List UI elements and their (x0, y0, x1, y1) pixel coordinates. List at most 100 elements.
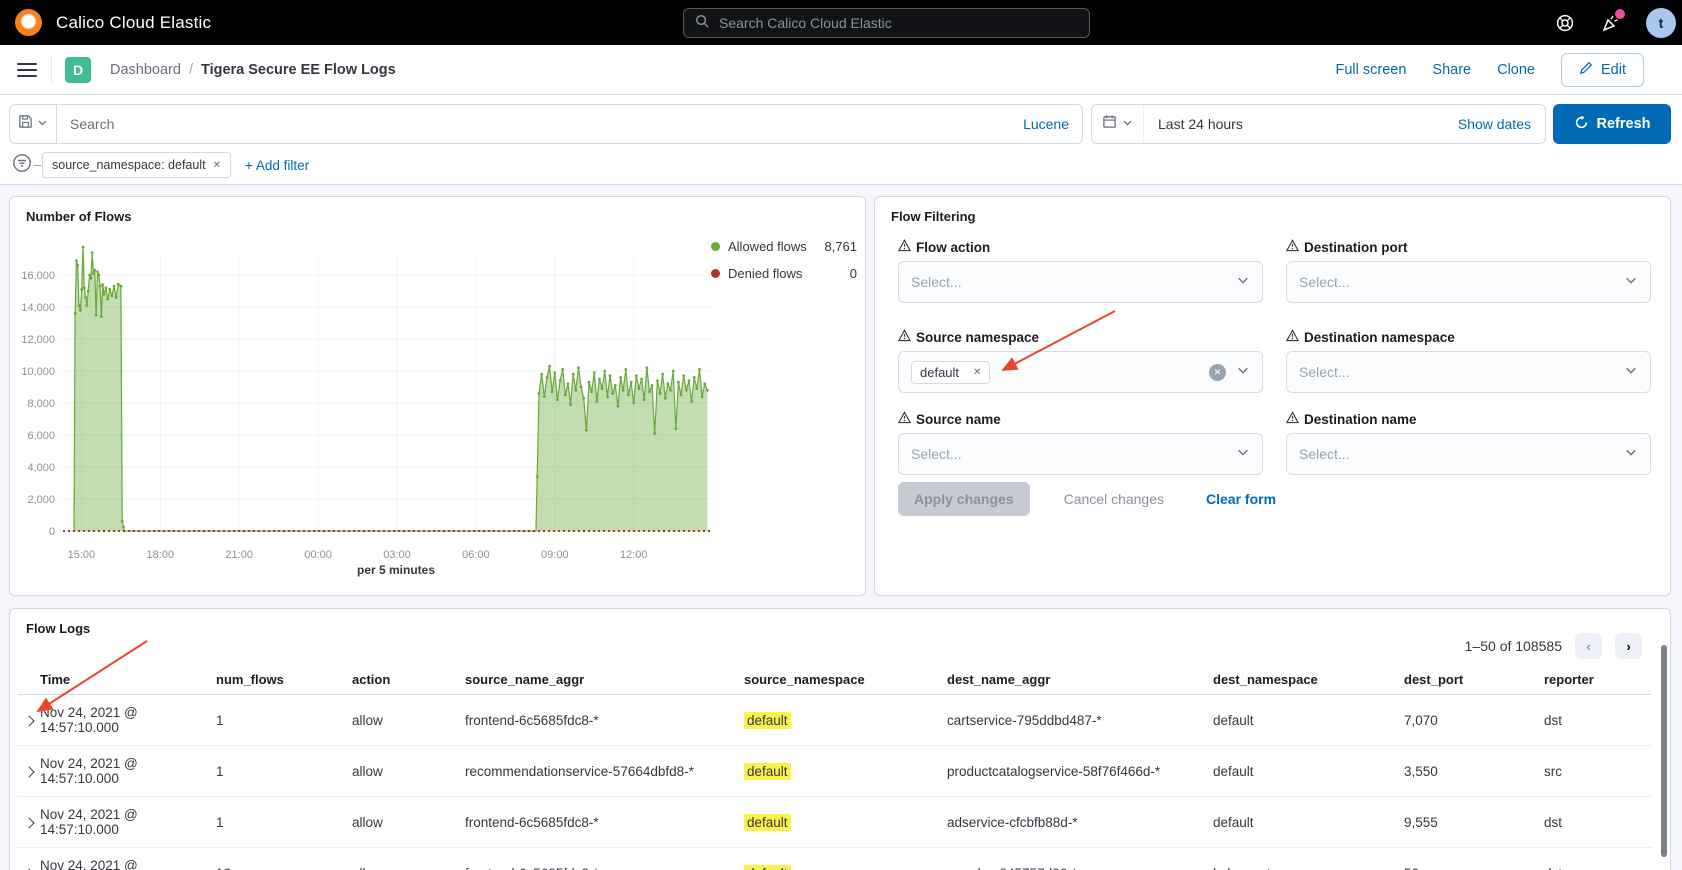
clone-button[interactable]: Clone (1497, 61, 1535, 78)
clear-selection-icon[interactable]: ✕ (1209, 363, 1226, 381)
cell-source_name_aggr: frontend-6c5685fdc8-* (465, 712, 599, 728)
select-placeholder: Select... (911, 274, 962, 290)
field-label: Source namespace (916, 329, 1040, 345)
denied-flows-dot-icon (711, 269, 720, 278)
filter-pill-label: source_namespace: default (52, 158, 206, 172)
date-picker: Last 24 hours Show dates (1091, 104, 1546, 144)
filter-set-icon[interactable] (11, 152, 33, 179)
field-source-namespace: Source namespace default ✕ ✕ (897, 329, 1263, 393)
news-feed-icon[interactable] (1600, 8, 1625, 34)
field-destination-name: Destination name Select... (1285, 411, 1651, 475)
query-language-button[interactable]: Lucene (1023, 116, 1069, 132)
time-range-value[interactable]: Last 24 hours (1158, 116, 1243, 132)
highlighted-value: default (744, 711, 791, 729)
column-header-dest_name_aggr[interactable]: dest_name_aggr (947, 672, 1051, 687)
cell-Time: Nov 24, 2021 @ 14:57:10.000 (40, 756, 138, 786)
flow-logs-panel: Flow Logs 1–50 of 108585 ‹ › Time num_flo… (9, 608, 1671, 870)
source-name-select[interactable]: Select... (898, 433, 1263, 475)
cell-source_name_aggr: recommendationservice-57664dbfd8-* (465, 763, 694, 779)
previous-page-button[interactable]: ‹ (1575, 633, 1602, 659)
query-search-input[interactable]: Search Lucene (57, 104, 1083, 144)
expand-row-icon[interactable] (23, 765, 35, 778)
chevron-down-icon (1236, 273, 1250, 292)
show-dates-button[interactable]: Show dates (1457, 116, 1531, 132)
legend-item-allowed[interactable]: Allowed flows 8,761 (711, 233, 857, 260)
pencil-icon (1579, 61, 1593, 79)
select-placeholder: Select... (911, 446, 962, 462)
saved-query-menu-button[interactable] (9, 104, 57, 144)
cell-Time: Nov 24, 2021 @ 14:57:13.000 (40, 858, 138, 870)
destination-port-select[interactable]: Select... (1286, 261, 1651, 303)
expand-row-icon[interactable] (23, 816, 35, 829)
svg-text:18:00: 18:00 (147, 549, 175, 561)
calico-logo[interactable] (15, 9, 42, 36)
close-icon[interactable]: ✕ (212, 159, 221, 171)
menu-icon[interactable] (17, 62, 37, 77)
filter-pill-source-namespace[interactable]: source_namespace: default ✕ (42, 152, 231, 178)
apply-changes-button[interactable]: Apply changes (898, 482, 1030, 516)
cell-reporter: dst (1544, 712, 1563, 728)
svg-text:09:00: 09:00 (541, 549, 569, 561)
expand-row-icon[interactable] (23, 714, 35, 727)
legend-item-denied[interactable]: Denied flows 0 (711, 260, 857, 287)
source-namespace-combobox[interactable]: default ✕ ✕ (898, 351, 1263, 393)
next-page-button[interactable]: › (1615, 633, 1642, 659)
column-header-action[interactable]: action (352, 672, 391, 687)
svg-text:15:00: 15:00 (68, 549, 96, 561)
warning-icon (1285, 239, 1300, 255)
help-icon[interactable] (1554, 12, 1576, 34)
pagination-range: 1–50 of 108585 (1464, 638, 1562, 654)
full-screen-button[interactable]: Full screen (1335, 61, 1407, 78)
column-header-source_name_aggr[interactable]: source_name_aggr (465, 672, 585, 687)
cell-reporter: src (1544, 763, 1562, 779)
highlighted-value: default (744, 813, 791, 831)
close-icon[interactable]: ✕ (973, 366, 982, 378)
warning-icon (897, 329, 912, 345)
user-avatar[interactable]: t (1646, 7, 1676, 38)
global-search-input[interactable]: Search Calico Cloud Elastic (683, 8, 1090, 38)
table-row: Nov 24, 2021 @ 14:57:13.000 13allowfronte… (18, 848, 1652, 870)
cell-dest_name_aggr: productcatalogservice-58f76f466d-* (947, 763, 1161, 779)
field-flow-action: Flow action Select... (897, 239, 1263, 303)
highlighted-value: default (744, 762, 791, 780)
date-picker-menu-button[interactable] (1092, 105, 1144, 143)
chevron-down-icon (1236, 363, 1250, 382)
highlighted-value: default (744, 864, 791, 870)
svg-text:0: 0 (49, 526, 55, 538)
column-header-num_flows[interactable]: num_flows (216, 672, 284, 687)
flow-action-select[interactable]: Select... (898, 261, 1263, 303)
top-app-bar: Calico Cloud Elastic Search Calico Cloud… (0, 0, 1682, 45)
scrollbar-thumb[interactable] (1661, 645, 1667, 857)
clear-form-button[interactable]: Clear form (1206, 491, 1277, 507)
breadcrumb: Dashboard / Tigera Secure EE Flow Logs (110, 62, 396, 78)
warning-icon (1285, 329, 1300, 345)
svg-text:06:00: 06:00 (462, 549, 490, 561)
edit-button[interactable]: Edit (1561, 52, 1644, 87)
destination-namespace-select[interactable]: Select... (1286, 351, 1651, 393)
cell-dest_namespace: default (1213, 712, 1254, 728)
cell-dest_port: 53 (1404, 866, 1544, 870)
refresh-button[interactable]: Refresh (1553, 104, 1671, 144)
share-button[interactable]: Share (1432, 61, 1472, 78)
column-header-dest_namespace[interactable]: dest_namespace (1213, 672, 1318, 687)
column-header-Time[interactable]: Time (40, 672, 71, 687)
divider (51, 55, 52, 84)
breadcrumb-dashboard[interactable]: Dashboard (110, 61, 181, 78)
column-header-reporter[interactable]: reporter (1544, 672, 1594, 687)
column-header-dest_port[interactable]: dest_port (1404, 672, 1464, 687)
destination-name-select[interactable]: Select... (1286, 433, 1651, 475)
cell-dest_port: 7,070 (1404, 712, 1438, 728)
column-header-source_namespace[interactable]: source_namespace (744, 672, 865, 687)
refresh-icon (1574, 115, 1589, 134)
add-filter-button[interactable]: + Add filter (244, 157, 310, 173)
cancel-changes-button[interactable]: Cancel changes (1063, 491, 1164, 507)
legend-value: 0 (849, 266, 857, 281)
field-label: Flow action (916, 239, 991, 255)
flow-logs-header-row: Time num_flows action source_name_aggr sourc… (18, 665, 1652, 695)
svg-text:10,000: 10,000 (21, 366, 55, 378)
select-placeholder: Select... (1299, 446, 1350, 462)
allowed-flows-dot-icon (711, 242, 720, 251)
selected-option-pill[interactable]: default ✕ (911, 360, 991, 384)
svg-text:03:00: 03:00 (383, 549, 411, 561)
dashboard-app-badge[interactable]: D (65, 56, 91, 83)
